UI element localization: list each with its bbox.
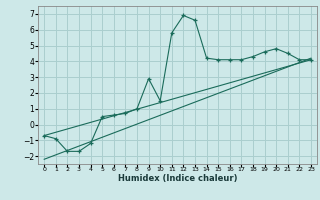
X-axis label: Humidex (Indice chaleur): Humidex (Indice chaleur) bbox=[118, 174, 237, 183]
